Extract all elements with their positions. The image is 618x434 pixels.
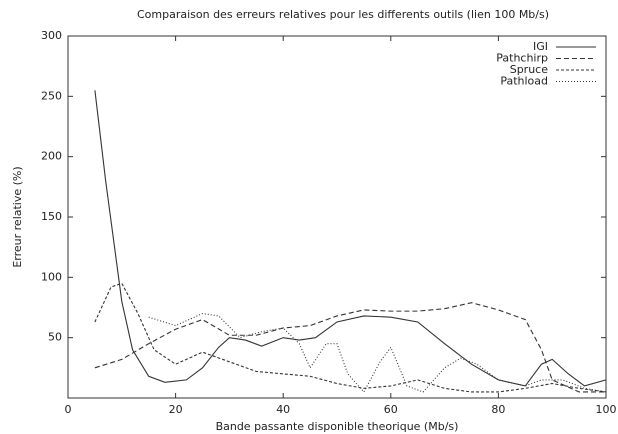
x-tick-label: 40	[276, 403, 290, 416]
legend-label: Pathload	[500, 75, 548, 88]
y-tick-label: 250	[41, 89, 62, 102]
chart-title: Comparaison des erreurs relatives pour l…	[137, 8, 549, 21]
x-tick-label: 20	[169, 403, 183, 416]
legend-label: IGI	[533, 40, 548, 53]
x-tick-label: 80	[491, 403, 505, 416]
y-tick-label: 100	[41, 270, 62, 283]
x-tick-label: 100	[596, 403, 617, 416]
y-tick-label: 300	[41, 29, 62, 42]
legend-label: Pathchirp	[496, 52, 548, 65]
y-tick-label: 200	[41, 150, 62, 163]
series-line	[94, 302, 606, 393]
y-tick-label: 150	[41, 210, 62, 223]
series-line	[94, 90, 607, 387]
series-line	[94, 282, 607, 393]
x-tick-label: 0	[65, 403, 72, 416]
legend-label: Spruce	[510, 63, 549, 76]
x-axis-label: Bande passante disponible theorique (Mb/…	[216, 420, 459, 433]
series-line	[148, 312, 607, 393]
y-tick-label: 50	[48, 331, 62, 344]
x-tick-label: 60	[384, 403, 398, 416]
y-axis-label: Erreur relative (%)	[11, 166, 24, 267]
